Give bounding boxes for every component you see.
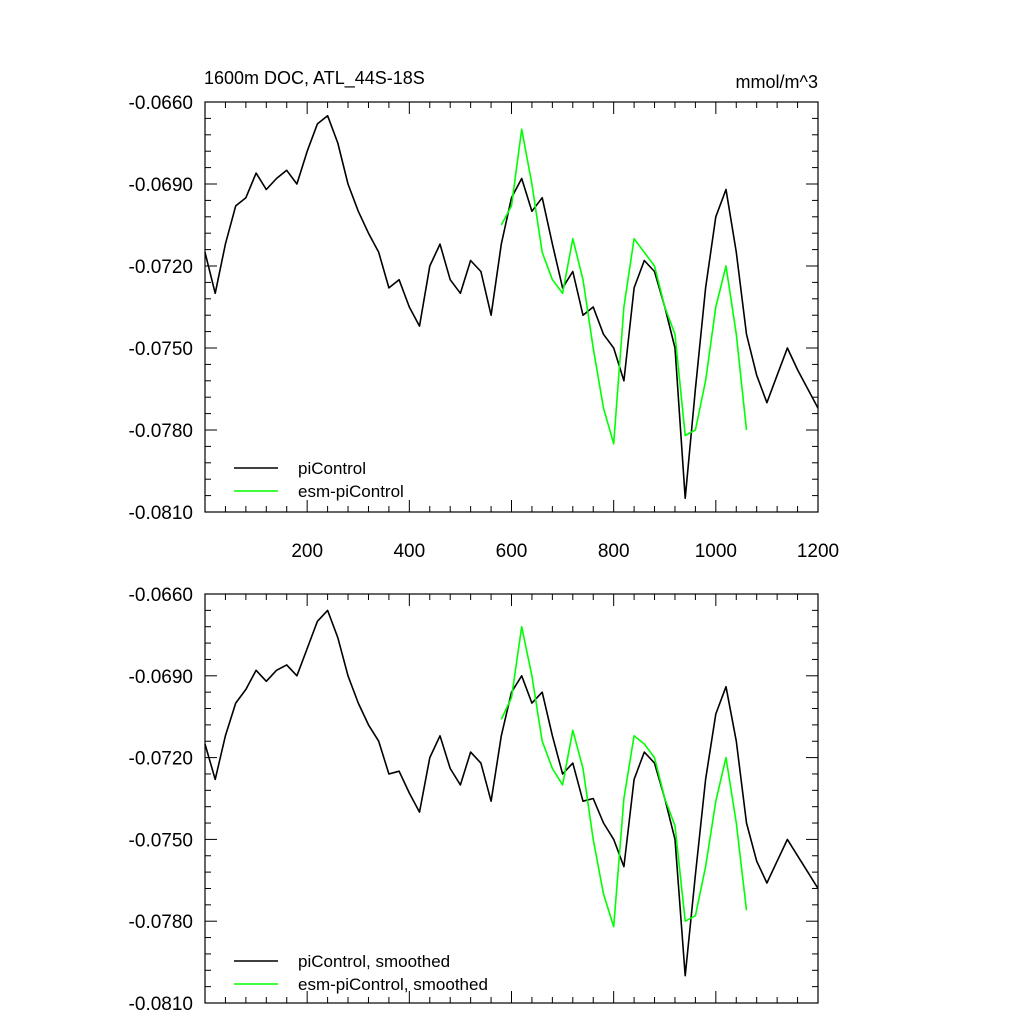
y-tick-label: -0.0780	[129, 421, 193, 442]
y-tick-label: -0.0720	[129, 257, 193, 278]
y-tick-label: -0.0660	[129, 93, 193, 114]
legend-label: esm-piControl, smoothed	[298, 975, 488, 994]
legend-label: piControl, smoothed	[298, 952, 450, 971]
series-line-esm-picontrol	[500, 625, 748, 928]
units-label: mmol/m^3	[736, 72, 818, 92]
y-tick-label: -0.0690	[129, 175, 193, 196]
x-tick-label: 600	[496, 541, 528, 562]
y-tick-label: -0.0750	[129, 830, 193, 851]
plot-frame	[204, 101, 819, 513]
legend-label: esm-piControl	[298, 482, 404, 501]
x-tick-label: 400	[393, 541, 425, 562]
x-tick-label: 200	[291, 541, 323, 562]
legend-label: piControl	[298, 459, 366, 478]
y-tick-label: -0.0720	[129, 749, 193, 770]
series-line-picontrol	[204, 609, 819, 977]
y-tick-label: -0.0690	[129, 667, 193, 688]
y-tick-label: -0.0750	[129, 339, 193, 360]
panel-title: 1600m DOC, ATL_44S-18S	[204, 68, 425, 89]
series-line-picontrol	[204, 114, 819, 500]
x-tick-label: 1200	[797, 541, 839, 562]
x-tick-label: 1000	[695, 541, 737, 562]
y-tick-label: -0.0810	[129, 503, 193, 524]
y-tick-label: -0.0780	[129, 912, 193, 933]
top-panel: 1600m DOC, ATL_44S-18S mmol/m^3 -0.0660 -…	[129, 68, 840, 562]
series-line-esm-picontrol	[500, 128, 748, 445]
x-tick-label: 800	[598, 541, 630, 562]
plot-frame	[204, 593, 819, 1004]
bottom-panel: -0.0660 -0.0690 -0.0720 -0.0750 -0.0780 -0.08…	[129, 585, 819, 1015]
y-tick-label: -0.0810	[129, 994, 193, 1015]
y-tick-label: -0.0660	[129, 585, 193, 606]
